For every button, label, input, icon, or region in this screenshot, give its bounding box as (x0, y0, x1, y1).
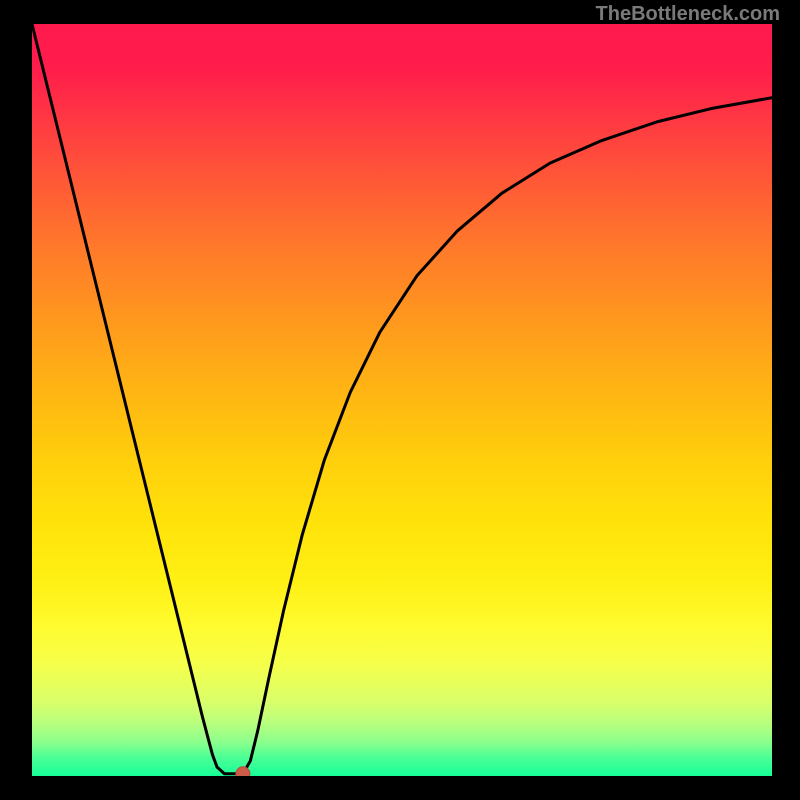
chart-svg (32, 24, 772, 776)
gradient-background (32, 24, 772, 776)
chart-container: TheBottleneck.com (0, 0, 800, 800)
optimal-point-marker (236, 767, 250, 776)
watermark-text: TheBottleneck.com (596, 3, 780, 26)
plot-area (32, 24, 772, 776)
